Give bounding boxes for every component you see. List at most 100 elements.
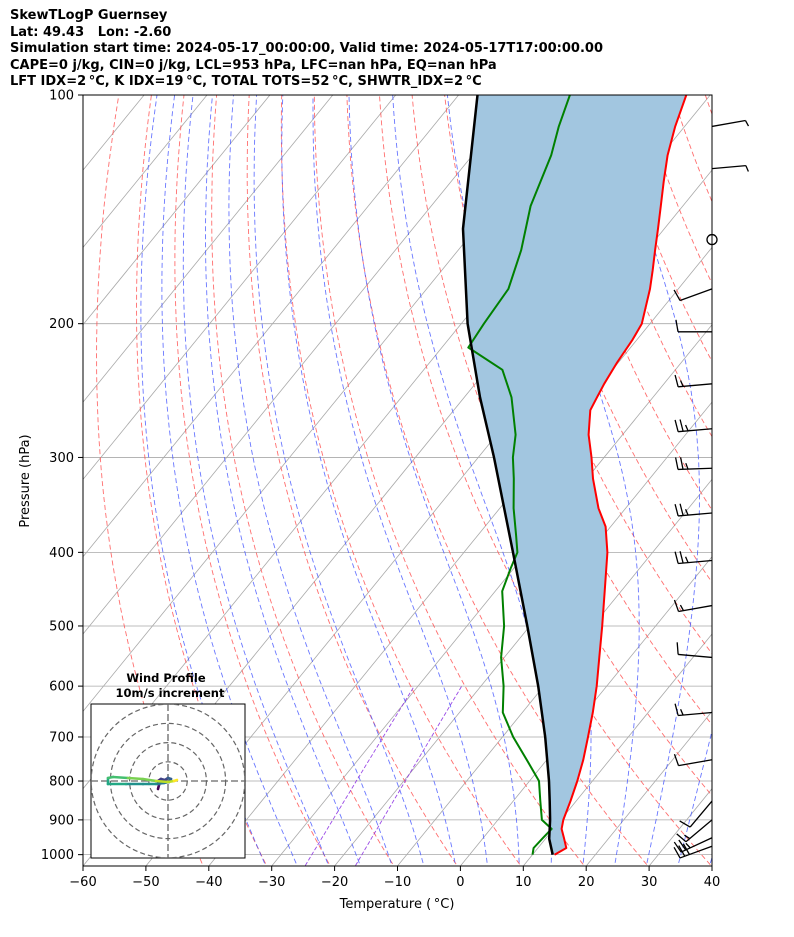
x-tick-label: −20 bbox=[321, 875, 348, 890]
barb-feather bbox=[685, 462, 689, 470]
isotherm-line bbox=[83, 95, 459, 558]
wind-barb bbox=[674, 551, 713, 565]
barb-feather bbox=[673, 289, 681, 301]
barb-staff bbox=[678, 512, 713, 517]
dry-adiabat-line bbox=[313, 95, 585, 866]
dry-adiabat-line bbox=[346, 95, 649, 866]
barb-feather bbox=[678, 839, 687, 851]
wind-barb bbox=[673, 599, 713, 613]
isotherm-line bbox=[648, 788, 712, 866]
x-axis-label: Temperature ( °C) bbox=[339, 897, 455, 912]
barb-staff bbox=[679, 288, 713, 302]
x-tick-label: 30 bbox=[641, 875, 658, 890]
hodograph-inset: Wind Profile 10m/s increment bbox=[90, 671, 246, 859]
wind-barb bbox=[673, 753, 713, 767]
hodograph-segment bbox=[141, 777, 158, 783]
hodograph-segment bbox=[154, 779, 170, 784]
hodograph-segment bbox=[154, 781, 166, 786]
x-tick-label: 0 bbox=[456, 875, 464, 890]
moist-adiabat-line bbox=[312, 95, 488, 866]
mixing-ratio-line bbox=[304, 685, 415, 866]
barb-feather bbox=[684, 556, 689, 563]
wind-barb bbox=[679, 800, 713, 828]
barb-feather bbox=[679, 380, 684, 387]
x-tick-label: −60 bbox=[69, 875, 96, 890]
y-tick-label: 200 bbox=[49, 317, 74, 332]
wind-barb bbox=[675, 319, 712, 333]
barb-staff bbox=[680, 837, 713, 853]
title-station: SkewTLogP Guernsey bbox=[10, 8, 168, 23]
y-tick-label: 600 bbox=[49, 680, 74, 695]
moist-adiabat-line bbox=[205, 95, 361, 866]
wind-barb bbox=[711, 119, 750, 128]
barb-feather bbox=[676, 833, 687, 843]
barb-feather bbox=[673, 841, 682, 853]
barb-feather bbox=[676, 642, 679, 655]
temperature-line bbox=[554, 95, 688, 856]
y-tick-label: 500 bbox=[49, 619, 74, 634]
dry-adiabat-line bbox=[764, 78, 794, 871]
barb-staff bbox=[679, 845, 713, 859]
barb-feather bbox=[673, 847, 681, 859]
dry-adiabat-line bbox=[411, 95, 712, 797]
wind-barb bbox=[674, 419, 713, 433]
barb-feather bbox=[679, 820, 691, 828]
barb-staff bbox=[685, 819, 713, 843]
y-tick-label: 700 bbox=[49, 730, 74, 745]
moist-adiabat-line bbox=[348, 95, 520, 866]
y-tick-label: 800 bbox=[49, 775, 74, 790]
isotherm-line bbox=[397, 478, 712, 866]
dry-adiabat-line bbox=[672, 95, 712, 203]
hodograph-grid bbox=[91, 704, 245, 858]
wind-barb bbox=[674, 374, 713, 388]
moist-adiabat-line bbox=[709, 855, 712, 866]
wind-barb bbox=[706, 233, 718, 246]
barb-staff bbox=[678, 759, 713, 767]
moist-adiabat-line bbox=[182, 95, 330, 866]
barb-feather bbox=[684, 509, 689, 516]
isotherm-line bbox=[83, 95, 208, 249]
isotherm-line bbox=[0, 95, 81, 866]
dry-adiabat-line bbox=[174, 95, 331, 866]
title-stability-indices: LFT IDX=2 °C, K IDX=19 °C, TOTAL TOTS=52… bbox=[10, 74, 482, 89]
wind-barb bbox=[676, 819, 713, 843]
y-tick-label: 1000 bbox=[41, 848, 74, 863]
moist-adiabat-line bbox=[517, 95, 640, 866]
barb-feather bbox=[673, 599, 680, 612]
barb-staff bbox=[678, 428, 713, 433]
hodograph-segment bbox=[172, 778, 179, 783]
y-tick-label: 900 bbox=[49, 813, 74, 828]
barb-staff bbox=[689, 800, 713, 828]
calm-wind-circle bbox=[706, 233, 718, 246]
mixing-ratio-line bbox=[354, 685, 463, 866]
dry-adiabat-line bbox=[211, 95, 395, 866]
wind-barb bbox=[676, 642, 713, 659]
barb-feather bbox=[673, 753, 680, 766]
axes: −60 −50 −40 −30 −20 −10 0 10 20 30 40 1000 900 800 700… bbox=[41, 89, 720, 891]
dry-adiabat-line bbox=[704, 95, 712, 116]
barb-feather bbox=[679, 457, 684, 470]
wind-barb bbox=[674, 703, 713, 717]
barb-feather bbox=[744, 120, 750, 127]
barb-feather bbox=[684, 424, 689, 432]
barb-staff bbox=[711, 119, 746, 128]
barb-feather bbox=[675, 319, 679, 332]
title-times: Simulation start time: 2024-05-17_00:00:… bbox=[10, 41, 603, 56]
isotherm-line bbox=[522, 633, 712, 866]
barb-feather bbox=[684, 834, 691, 840]
barb-feather bbox=[745, 165, 749, 172]
isotherm-line bbox=[83, 95, 522, 635]
hodograph-subtitle: 10m/s increment bbox=[116, 686, 225, 700]
y-tick-label: 300 bbox=[49, 451, 74, 466]
barb-staff bbox=[678, 653, 713, 659]
barb-feather bbox=[679, 551, 684, 564]
profile-lines bbox=[461, 95, 688, 856]
wind-barbs bbox=[673, 119, 750, 859]
barb-feather bbox=[679, 708, 684, 716]
barb-feather bbox=[674, 419, 679, 432]
barb-feather bbox=[674, 457, 679, 470]
moist-adiabat-line bbox=[609, 95, 700, 866]
x-tick-label: −40 bbox=[195, 875, 222, 890]
x-tick-label: 40 bbox=[704, 875, 721, 890]
